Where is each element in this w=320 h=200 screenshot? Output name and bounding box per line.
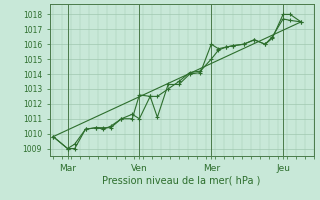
- X-axis label: Pression niveau de la mer( hPa ): Pression niveau de la mer( hPa ): [102, 175, 261, 185]
